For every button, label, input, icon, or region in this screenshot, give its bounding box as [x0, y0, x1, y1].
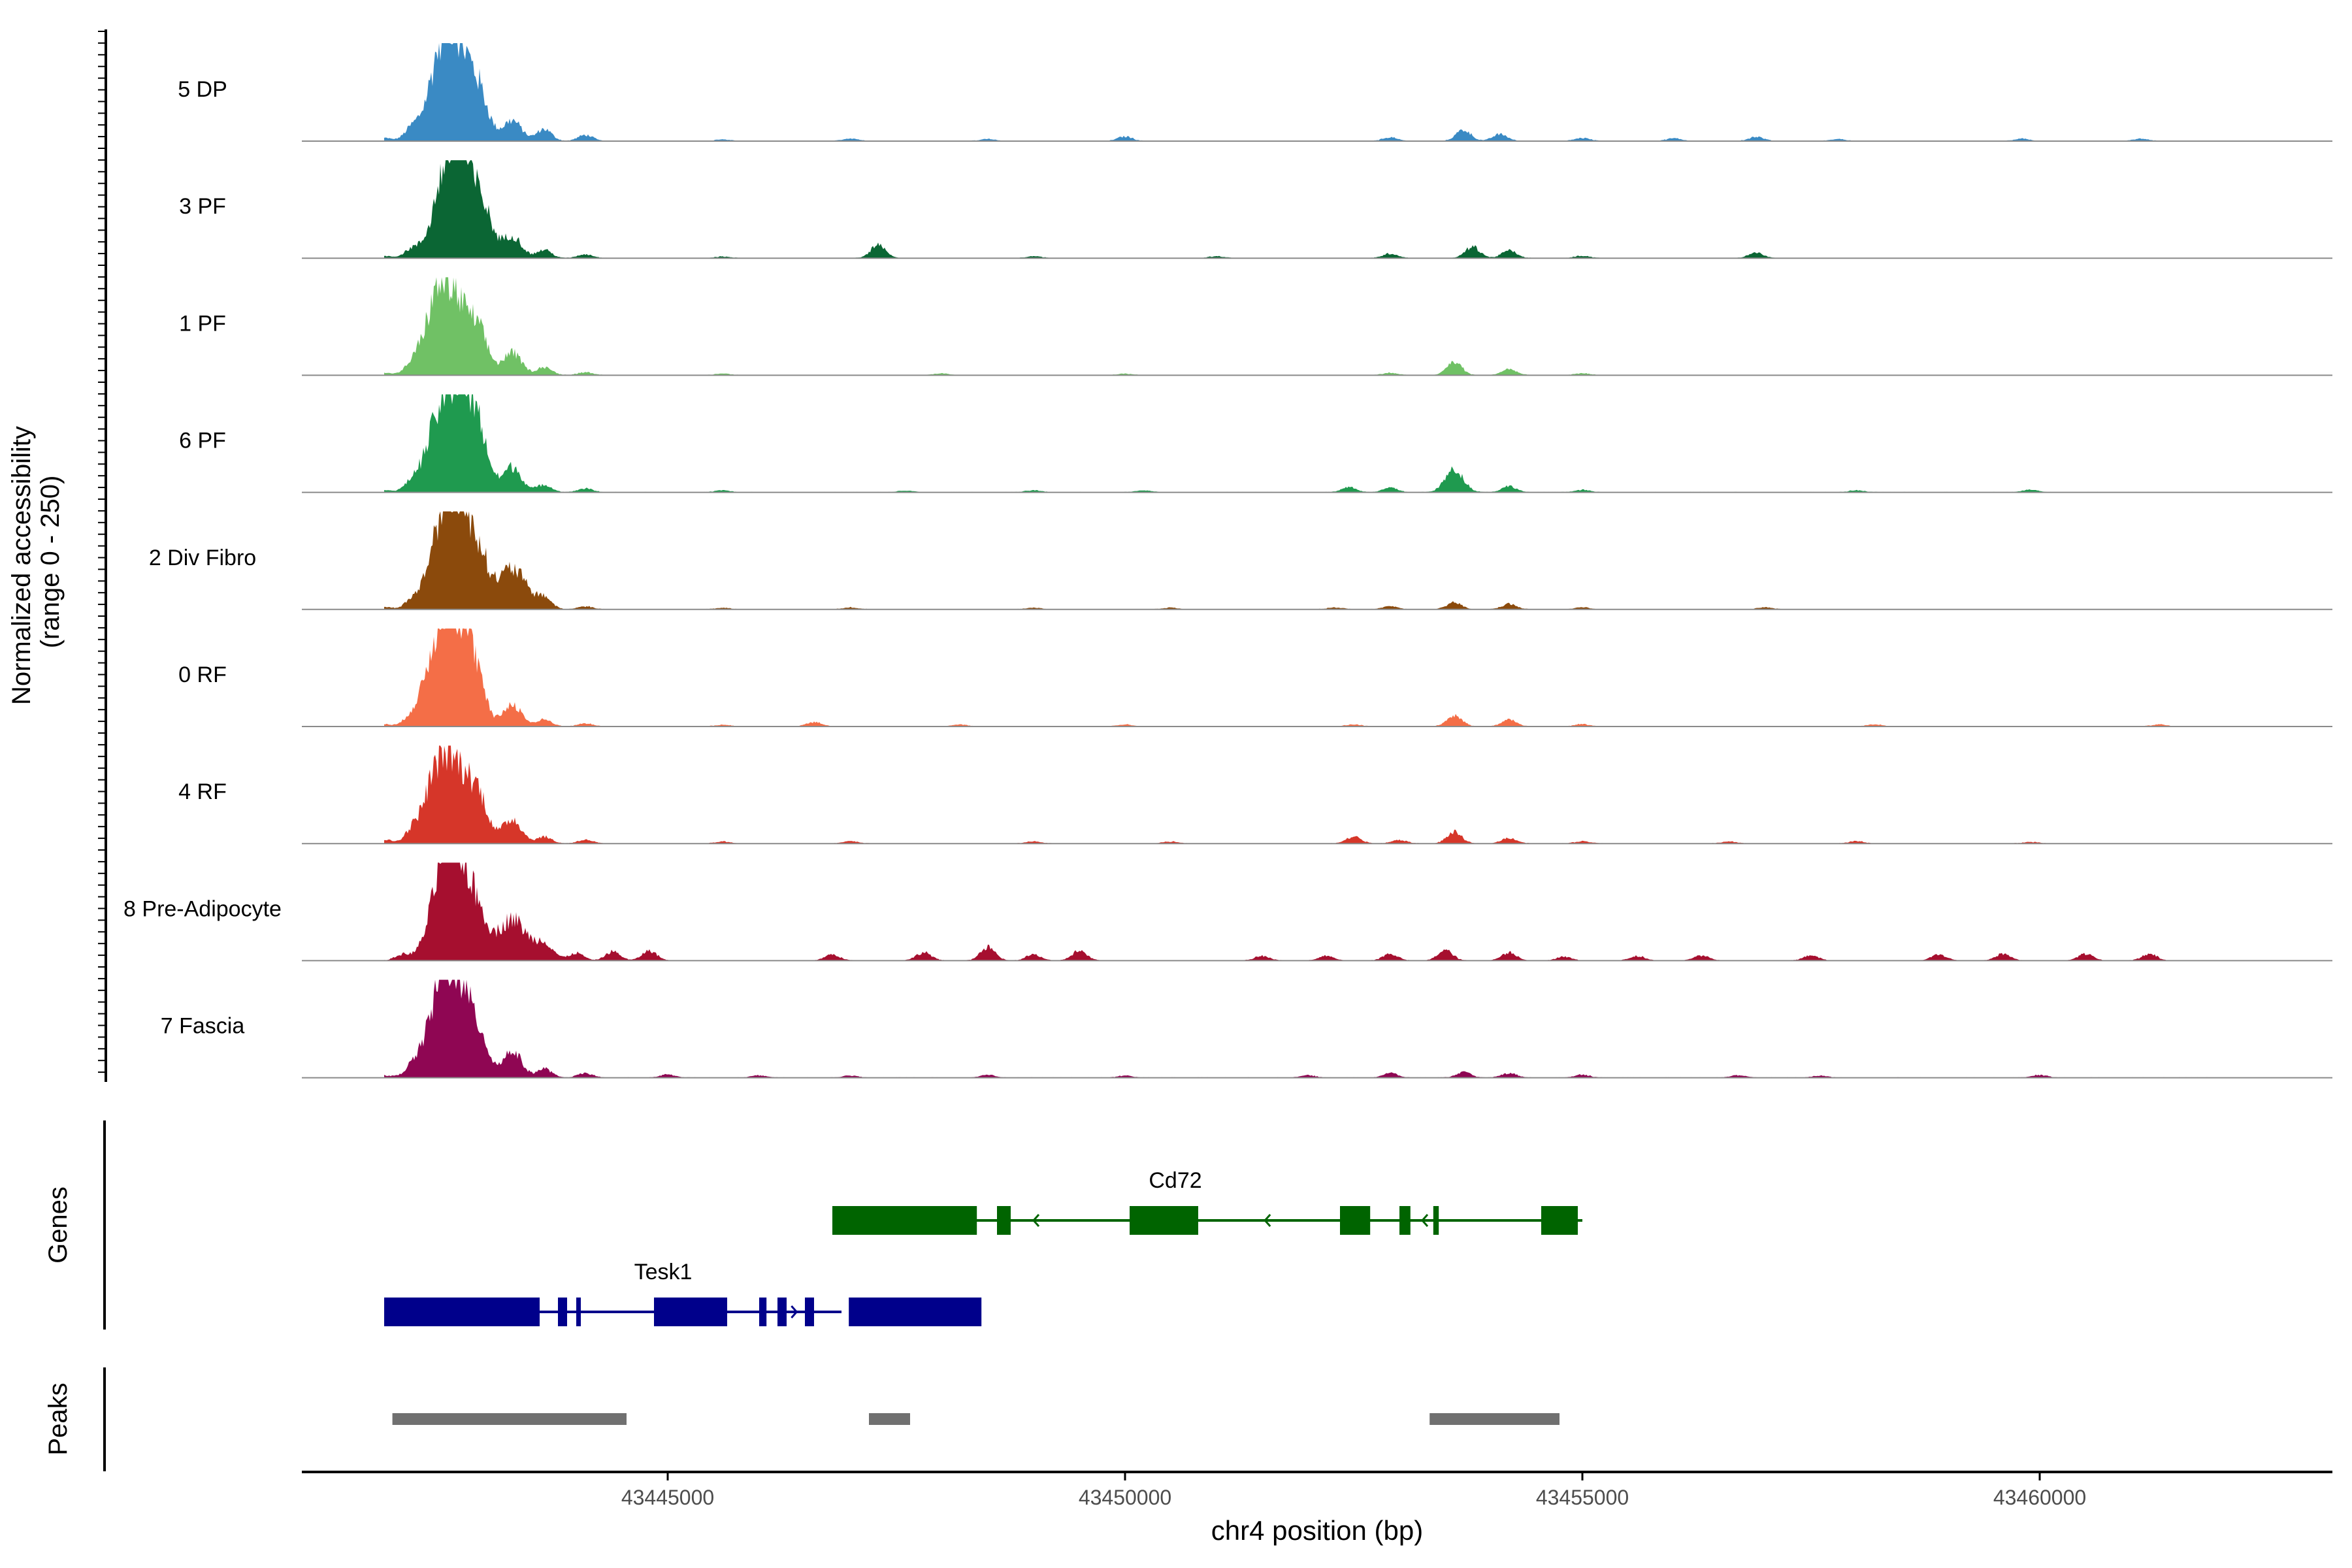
- track-2-div-fibro: [302, 511, 2332, 610]
- y-axis-title-line2: (range 0 - 250): [36, 476, 65, 649]
- peak-region: [869, 1413, 910, 1425]
- coverage-area: [384, 629, 2241, 727]
- peak-region: [1429, 1413, 1560, 1425]
- track-label: 4 RF: [178, 779, 227, 804]
- track-label: 1 PF: [179, 311, 226, 336]
- gene-exon: [997, 1206, 1011, 1235]
- coverage-area: [384, 394, 2241, 493]
- track-label: 5 DP: [178, 77, 227, 102]
- x-tick-label: 43460000: [1993, 1486, 2086, 1509]
- gene-exon: [777, 1298, 787, 1326]
- track-label: 8 Pre-Adipocyte: [123, 896, 282, 921]
- strand-arrow: [1032, 1214, 1040, 1227]
- coverage-area: [384, 979, 2241, 1078]
- strand-arrow: [1420, 1214, 1429, 1227]
- coverage-area: [384, 511, 2241, 610]
- track-6-pf: [302, 394, 2332, 493]
- gene-cd72: Cd72: [832, 1168, 1582, 1235]
- x-tick-label: 43455000: [1536, 1486, 1629, 1509]
- coverage-area: [384, 745, 2241, 844]
- peak-region: [392, 1413, 627, 1425]
- track-label: 3 PF: [179, 194, 226, 219]
- gene-exon: [1130, 1206, 1198, 1235]
- gene-tesk1: Tesk1: [384, 1260, 982, 1326]
- gene-exon: [849, 1298, 982, 1326]
- coverage-area: [384, 862, 2241, 961]
- gene-exon: [805, 1298, 814, 1326]
- peak-regions: [392, 1413, 1560, 1425]
- coverage-tracks: [302, 43, 2332, 1079]
- gene-exon: [654, 1298, 727, 1326]
- gene-name: Cd72: [1149, 1168, 1201, 1193]
- track-label: 7 Fascia: [161, 1014, 245, 1039]
- gene-exon: [1399, 1206, 1411, 1235]
- track-5-dp: [302, 43, 2332, 142]
- track-labels: 5 DP 3 PF 1 PF 6 PF 2 Div Fibro 0 RF 4 RF 8 Pre…: [123, 77, 282, 1039]
- track-label: 6 PF: [179, 429, 226, 453]
- gene-name: Tesk1: [634, 1260, 693, 1284]
- coverage-area: [384, 160, 2241, 259]
- x-tick-label: 43445000: [621, 1486, 714, 1509]
- track-1-pf: [302, 277, 2332, 376]
- track-4-rf: [302, 745, 2332, 845]
- gene-exon: [576, 1298, 581, 1326]
- track-7-fascia: [302, 979, 2332, 1079]
- strand-arrow: [1173, 1214, 1182, 1227]
- strand-arrow: [791, 1305, 798, 1318]
- track-3-pf: [302, 160, 2332, 259]
- gene-exon: [384, 1298, 540, 1326]
- track-label: 0 RF: [178, 662, 227, 687]
- gene-exon: [1433, 1206, 1439, 1235]
- gene-exon: [558, 1298, 567, 1326]
- gene-annotations: Tesk1 Cd72: [384, 1168, 1582, 1326]
- y-axis-title: Normalized accessibility (range 0 - 250): [7, 419, 65, 705]
- x-axis-ticks: 43445000 43450000 43455000 43460000: [621, 1472, 2086, 1509]
- coverage-y-axis: [98, 29, 107, 1082]
- track-0-rf: [302, 629, 2332, 727]
- coverage-area: [384, 277, 2241, 376]
- coverage-y-ticks: [98, 31, 106, 1073]
- strand-arrow: [389, 1305, 397, 1318]
- strand-arrow: [1264, 1214, 1271, 1227]
- track-8-pre-adipocyte: [302, 862, 2332, 962]
- track-label: 2 Div Fibro: [149, 546, 256, 570]
- x-axis-title: chr4 position (bp): [1211, 1515, 1424, 1546]
- gene-exon: [759, 1298, 767, 1326]
- gene-exon: [1541, 1206, 1578, 1235]
- coverage-area: [384, 43, 2241, 141]
- x-tick-label: 43450000: [1079, 1486, 1171, 1509]
- peaks-panel-label: Peaks: [44, 1382, 73, 1455]
- gene-exon: [832, 1206, 977, 1235]
- genes-panel-label: Genes: [44, 1186, 73, 1264]
- y-axis-title-line1: Normalized accessibility: [7, 426, 36, 705]
- gene-exon: [1340, 1206, 1371, 1235]
